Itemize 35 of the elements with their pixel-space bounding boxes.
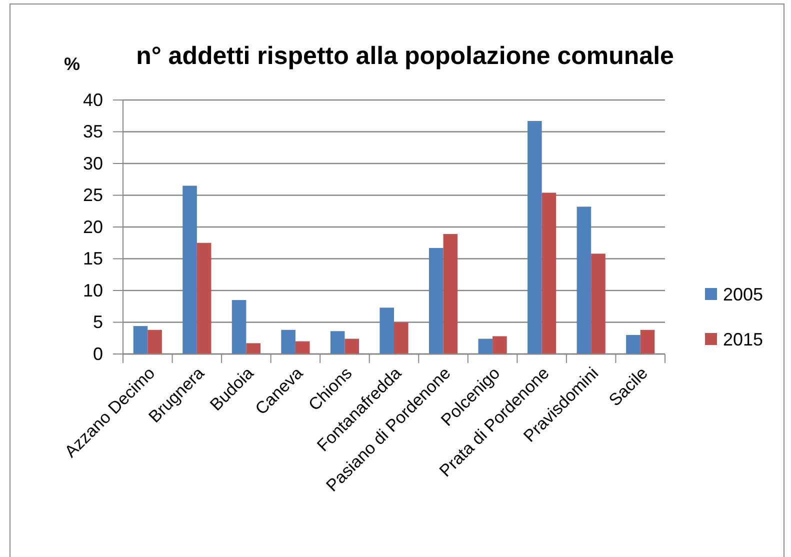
bar (344, 338, 360, 354)
legend-label: 2005 (723, 284, 764, 304)
chart-title: n° addetti rispetto alla popolazione comunale (136, 42, 674, 70)
y-tick-label: 35 (82, 122, 103, 142)
bar (591, 254, 606, 354)
bar (542, 192, 556, 354)
bar (148, 330, 162, 354)
y-tick-label: 15 (82, 248, 103, 269)
y-axis-title: % (64, 54, 80, 74)
bar (380, 308, 394, 354)
y-tick-label: 0 (92, 344, 103, 364)
bar (640, 330, 655, 354)
bar (281, 330, 296, 354)
y-tick-label: 30 (82, 153, 103, 174)
bar (443, 234, 458, 354)
bar (492, 336, 507, 354)
y-tick-label: 40 (82, 90, 103, 110)
bar (232, 300, 246, 354)
bar (133, 326, 148, 354)
bar (295, 341, 310, 354)
y-tick-label: 20 (82, 216, 103, 237)
bar (528, 120, 542, 354)
bar (182, 186, 197, 354)
y-tick-label: 10 (82, 280, 103, 300)
bar (246, 343, 260, 354)
bar (196, 242, 212, 354)
y-tick-label: 25 (82, 185, 103, 206)
bar (330, 331, 345, 354)
bar (626, 334, 640, 354)
legend-label: 2015 (723, 329, 764, 350)
bar (478, 338, 493, 354)
bar (394, 322, 408, 354)
bar (428, 248, 444, 354)
y-tick-label: 5 (92, 312, 103, 332)
bar (576, 206, 592, 354)
